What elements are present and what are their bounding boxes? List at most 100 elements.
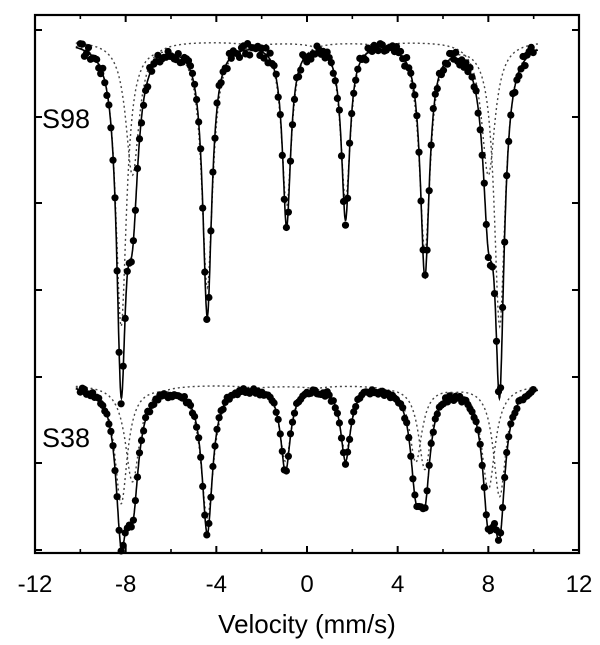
data-point xyxy=(272,70,280,78)
data-point xyxy=(482,220,490,229)
data-point xyxy=(307,55,315,63)
data-point xyxy=(140,101,148,109)
data-point xyxy=(131,497,139,505)
data-point xyxy=(427,141,435,149)
data-point xyxy=(335,419,343,427)
data-point xyxy=(276,430,284,438)
data-point xyxy=(270,399,278,407)
data-point xyxy=(274,93,282,101)
data-point xyxy=(195,434,203,442)
data-point xyxy=(129,516,137,524)
data-point xyxy=(146,408,154,416)
data-point xyxy=(337,152,346,160)
data-point xyxy=(433,410,441,418)
data-point xyxy=(478,461,486,469)
data-point xyxy=(199,204,207,212)
data-point xyxy=(348,418,356,426)
data-point xyxy=(127,258,135,266)
fit-curve-S98 xyxy=(75,46,539,402)
data-point xyxy=(429,105,437,113)
data-point xyxy=(333,94,341,102)
data-point xyxy=(223,65,231,73)
data-point xyxy=(274,415,282,424)
data-point xyxy=(327,59,335,67)
data-point xyxy=(350,89,358,97)
data-point xyxy=(188,69,197,77)
data-point xyxy=(113,493,121,501)
data-point xyxy=(331,404,339,412)
data-point xyxy=(95,394,103,402)
data-point xyxy=(99,401,107,410)
data-point xyxy=(140,427,148,435)
data-point xyxy=(295,73,303,81)
data-point xyxy=(142,414,150,422)
data-point xyxy=(333,409,341,417)
data-point xyxy=(423,246,431,254)
data-point xyxy=(129,237,137,245)
series-label-S38: S38 xyxy=(42,423,90,453)
data-point xyxy=(466,64,474,72)
data-point xyxy=(276,111,284,119)
data-point xyxy=(97,70,105,78)
data-point xyxy=(397,47,405,56)
data-point xyxy=(411,91,419,99)
data-point xyxy=(84,44,93,52)
data-point xyxy=(280,195,288,203)
data-point xyxy=(521,62,529,70)
data-point xyxy=(507,420,515,428)
series-label-S98: S98 xyxy=(42,104,90,134)
data-point xyxy=(472,87,480,95)
data-point xyxy=(197,145,205,153)
data-point xyxy=(103,91,111,99)
data-point xyxy=(494,536,503,544)
data-point xyxy=(378,41,386,49)
data-point xyxy=(115,348,123,356)
data-point xyxy=(203,315,211,323)
data-point xyxy=(476,126,484,134)
series-labels: S98 S38 xyxy=(42,104,90,453)
data-point xyxy=(137,436,146,445)
x-tick-label: -12 xyxy=(18,571,53,598)
data-point xyxy=(443,60,452,68)
data-point xyxy=(335,106,343,114)
data-point xyxy=(462,59,470,67)
data-point xyxy=(468,73,476,81)
data-point xyxy=(362,56,370,64)
data-point xyxy=(111,467,119,475)
data-point xyxy=(193,96,201,104)
data-point xyxy=(284,452,292,460)
data-point xyxy=(407,69,415,77)
data-point xyxy=(205,519,213,528)
data-point xyxy=(246,51,254,59)
data-point xyxy=(105,101,113,109)
x-tick-label: 8 xyxy=(482,571,495,598)
data-point xyxy=(282,467,290,475)
data-point xyxy=(217,79,225,87)
data-point xyxy=(131,206,139,214)
data-point xyxy=(148,67,156,75)
data-point xyxy=(409,475,417,483)
data-point xyxy=(413,112,421,120)
data-point xyxy=(219,405,227,413)
data-point xyxy=(352,403,360,411)
data-point xyxy=(429,428,437,436)
data-point xyxy=(119,541,127,550)
data-point xyxy=(433,85,441,93)
data-point xyxy=(103,410,111,418)
data-point xyxy=(490,290,499,298)
data-point xyxy=(352,76,360,84)
data-point xyxy=(82,49,91,57)
data-point xyxy=(150,400,158,409)
data-point xyxy=(123,267,131,275)
data-point xyxy=(260,54,268,62)
series-layer xyxy=(75,40,539,555)
x-tick-labels: -12 -8 -4 0 4 8 12 xyxy=(18,571,593,598)
data-point xyxy=(186,401,195,409)
data-point xyxy=(482,511,490,519)
data-point xyxy=(476,440,484,448)
data-point xyxy=(497,529,505,537)
data-point xyxy=(195,118,203,126)
data-point xyxy=(117,547,125,555)
data-point xyxy=(284,208,292,216)
